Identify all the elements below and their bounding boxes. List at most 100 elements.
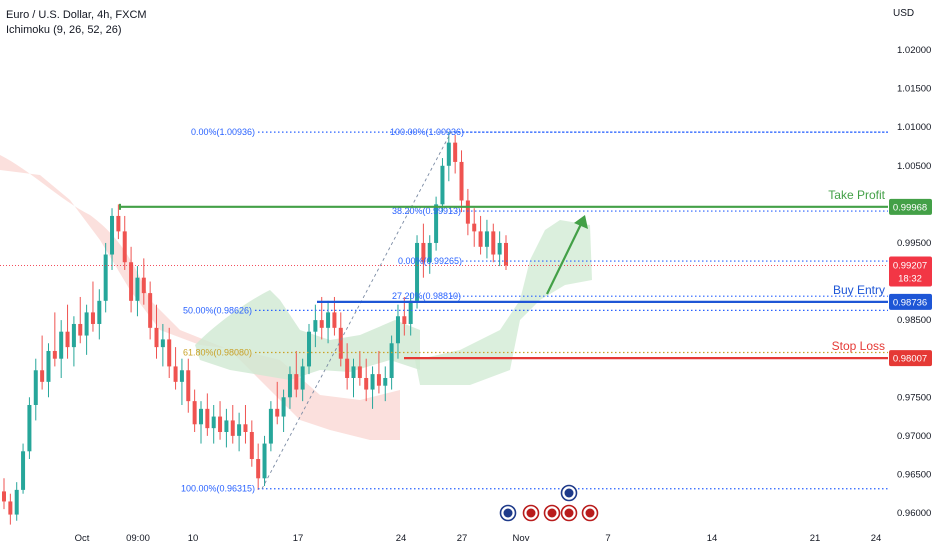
candle-body	[402, 316, 407, 324]
event-flag-core	[585, 508, 595, 518]
candle-body	[129, 262, 134, 301]
price-tick-label: 0.99500	[897, 238, 931, 249]
event-flag-core	[503, 508, 513, 518]
event-flag-icon[interactable]	[560, 504, 578, 522]
economic-events[interactable]	[499, 484, 599, 522]
candle-body	[249, 432, 254, 460]
fib-level-label: 0.00%(1.00936)	[191, 127, 255, 137]
candle-body	[230, 420, 235, 436]
price-tick-label: 1.00500	[897, 161, 931, 172]
price-tick-label: 1.01500	[897, 84, 931, 95]
fib-level-label: 50.00%(0.98626)	[183, 305, 252, 315]
fib-level-label: 100.00%(0.96315)	[181, 484, 255, 494]
candle-body	[415, 242, 420, 301]
current-price-tag	[889, 256, 932, 287]
level-label: Take Profit	[828, 188, 885, 202]
candle-body	[287, 374, 292, 398]
candle-body	[84, 312, 89, 336]
level-label: Buy Entry	[833, 283, 885, 297]
candle-body	[192, 401, 197, 425]
candle-body	[186, 370, 191, 402]
candlestick-series	[2, 131, 508, 525]
currency-label: USD	[893, 8, 915, 19]
time-tick-label: 21	[810, 533, 821, 544]
candle-body	[275, 408, 280, 417]
level-price-tag	[889, 293, 932, 310]
event-flag-core	[526, 508, 536, 518]
candle-body	[218, 416, 223, 433]
candle-body	[300, 366, 305, 390]
level-label: Stop Loss	[832, 339, 885, 353]
candle-body	[40, 370, 45, 382]
candle-body	[491, 231, 496, 255]
candle-body	[179, 370, 184, 382]
candle-body	[103, 254, 108, 301]
time-tick-label: 24	[396, 533, 407, 544]
candle-body	[2, 491, 6, 502]
price-axis: 1.02000 1.01500 1.01000 1.00500 0.99500 0.985…	[897, 45, 931, 519]
level-price-tag-text: 0.99968	[893, 202, 927, 213]
candle-body	[453, 142, 458, 162]
candle-body	[478, 231, 483, 247]
candle-body	[46, 350, 51, 382]
time-tick-label: 10	[188, 533, 199, 544]
price-tick-label: 1.02000	[897, 45, 931, 56]
candle-body	[160, 339, 165, 348]
event-flag-icon[interactable]	[522, 504, 540, 522]
level-price-tag	[889, 198, 932, 215]
candle-body	[440, 165, 445, 205]
candle-body	[262, 443, 267, 479]
candle-body	[110, 215, 115, 255]
candle-body	[27, 404, 32, 452]
event-flag-icon[interactable]	[560, 484, 578, 502]
candle-body	[421, 242, 426, 263]
candle-body	[345, 358, 350, 378]
candle-body	[357, 366, 362, 378]
candle-body	[256, 459, 261, 479]
candle-body	[268, 408, 273, 444]
event-flag-icon[interactable]	[543, 504, 561, 522]
price-tick-label: 0.98500	[897, 315, 931, 326]
level-price-tag	[889, 350, 932, 367]
time-tick-label: 17	[293, 533, 304, 544]
candle-body	[351, 366, 356, 378]
time-tick-label: Nov	[513, 533, 530, 544]
event-flag-icon[interactable]	[581, 504, 599, 522]
symbol-title: Euro / U.S. Dollar, 4h, FXCM	[6, 9, 147, 21]
candle-body	[224, 420, 229, 433]
candle-body	[338, 327, 343, 359]
candle-body	[484, 231, 489, 247]
time-tick-label: 7	[605, 533, 610, 544]
event-flag-icon[interactable]	[499, 504, 517, 522]
time-axis: Oct 09:00 10 17 24 27 Nov 7 14 21 24	[75, 533, 882, 544]
candle-body	[364, 377, 369, 390]
candle-body	[135, 277, 140, 301]
candle-body	[459, 161, 464, 201]
candle-body	[97, 300, 102, 324]
candle-body	[167, 339, 172, 367]
fibonacci-levels: 0.00%(1.00936) 50.00%(0.98626) 61.80%(0.98…	[0, 127, 888, 494]
fib-level-label: 38.20%(0.99913)	[392, 206, 461, 216]
candle-body	[434, 204, 439, 243]
candle-body	[332, 312, 337, 328]
event-flag-core	[547, 508, 557, 518]
fib-trend-line	[261, 131, 452, 489]
candle-body	[173, 366, 178, 382]
candle-body	[319, 320, 324, 328]
candle-body	[313, 320, 318, 332]
price-tick-label: 1.01000	[897, 122, 931, 133]
current-price-value: 0.99207	[893, 261, 927, 272]
indicator-legend: Ichimoku (9, 26, 52, 26)	[6, 24, 122, 36]
candle-body	[465, 200, 470, 224]
candle-body	[504, 242, 508, 266]
candle-body	[78, 323, 83, 336]
candle-body	[71, 323, 76, 348]
time-tick-label: Oct	[75, 533, 90, 544]
price-tick-label: 0.97500	[897, 392, 931, 403]
candle-body	[294, 374, 299, 390]
candle-body	[65, 331, 70, 348]
candle-body	[211, 416, 216, 429]
candle-body	[408, 300, 413, 324]
candle-body	[21, 451, 26, 490]
